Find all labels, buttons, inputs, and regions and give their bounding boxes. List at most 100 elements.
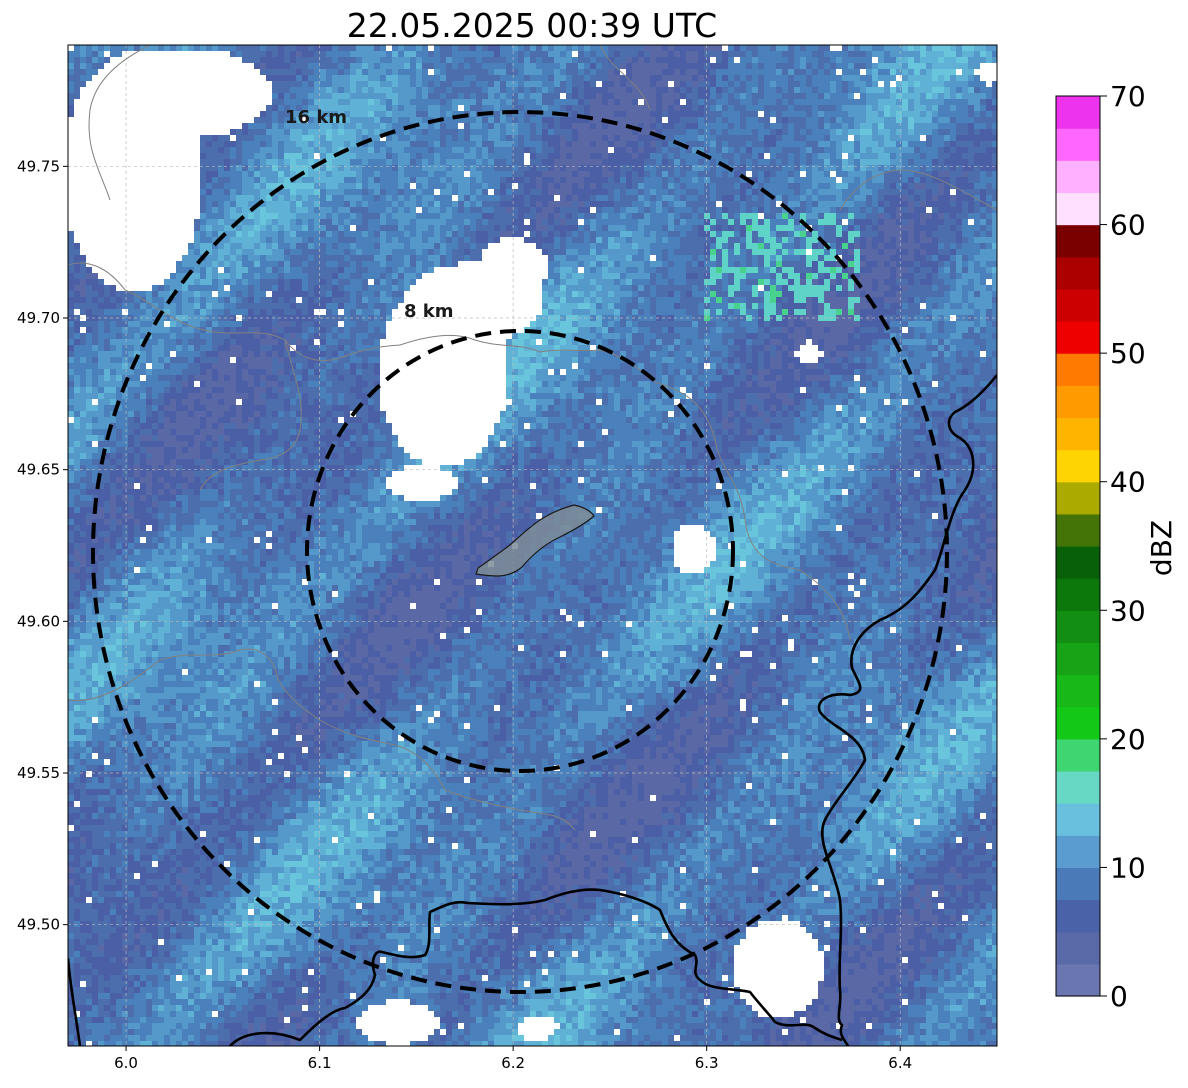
radar-cell — [938, 51, 944, 57]
radar-cell — [800, 237, 806, 243]
radar-cell — [914, 231, 920, 237]
radar-cell — [560, 147, 566, 153]
radar-cell — [764, 45, 770, 51]
radar-cell — [350, 243, 356, 249]
radar-cell — [710, 99, 716, 105]
radar-cell — [818, 207, 824, 213]
radar-cell — [836, 219, 842, 225]
radar-cell — [338, 213, 344, 219]
radar-cell — [974, 93, 980, 99]
radar-cell — [326, 207, 332, 213]
radar-cell — [698, 75, 704, 81]
radar-cell — [560, 51, 566, 57]
radar-cell — [458, 171, 464, 177]
radar-cell — [482, 231, 488, 237]
radar-cell — [932, 123, 938, 129]
radar-cell — [830, 237, 836, 243]
radar-cell — [824, 75, 830, 81]
radar-cell — [296, 183, 302, 189]
radar-cell — [788, 105, 794, 111]
radar-cell — [866, 207, 872, 213]
radar-cell — [962, 93, 968, 99]
radar-cell — [212, 153, 218, 159]
radar-cell — [548, 231, 554, 237]
radar-cell — [392, 147, 398, 153]
radar-cell — [860, 159, 866, 165]
radar-cell — [326, 111, 332, 117]
radar-cell — [884, 129, 890, 135]
radar-cell — [254, 135, 260, 141]
radar-cell — [248, 141, 254, 147]
radar-cell — [368, 189, 374, 195]
radar-cell — [410, 213, 416, 219]
radar-cell — [746, 45, 752, 51]
radar-cell — [794, 99, 800, 105]
radar-cell — [506, 105, 512, 111]
radar-cell — [944, 153, 950, 159]
radar-cell — [794, 225, 800, 231]
radar-cell — [962, 135, 968, 141]
radar-cell — [428, 51, 434, 57]
radar-cell — [848, 237, 854, 243]
radar-cell — [800, 231, 806, 237]
radar-cell — [962, 87, 968, 93]
radar-cell — [848, 261, 854, 267]
radar-cell — [620, 219, 626, 225]
radar-cell — [398, 159, 404, 165]
radar-cell — [698, 177, 704, 183]
radar-cell — [638, 195, 644, 201]
radar-cell — [404, 81, 410, 87]
radar-cell — [950, 45, 956, 51]
radar-cell — [878, 57, 884, 63]
radar-cell — [866, 225, 872, 231]
radar-cell — [476, 201, 482, 207]
radar-cell — [230, 249, 236, 255]
map-area[interactable] — [68, 45, 998, 1047]
radar-cell — [746, 135, 752, 141]
radar-cell — [596, 63, 602, 69]
radar-cell — [794, 243, 800, 249]
radar-cell — [920, 261, 926, 267]
radar-cell — [458, 207, 464, 213]
radar-cell — [716, 243, 722, 249]
radar-cell — [350, 159, 356, 165]
radar-cell — [650, 93, 656, 99]
radar-cell — [458, 75, 464, 81]
radar-cell — [800, 177, 806, 183]
radar-cell — [692, 69, 698, 75]
radar-cell — [440, 135, 446, 141]
radar-cell — [578, 75, 584, 81]
radar-cell — [992, 81, 997, 87]
radar-cell — [584, 117, 590, 123]
radar-cell — [722, 201, 728, 207]
radar-cell — [350, 177, 356, 183]
radar-cell — [950, 93, 956, 99]
radar-cell — [866, 45, 872, 51]
radar-cell — [416, 69, 422, 75]
radar-cell — [974, 195, 980, 201]
radar-cell — [770, 93, 776, 99]
radar-cell — [230, 231, 236, 237]
radar-cell — [392, 255, 398, 261]
radar-cell — [284, 165, 290, 171]
radar-cell — [896, 129, 902, 135]
radar-cell — [950, 177, 956, 183]
radar-cell — [524, 207, 530, 213]
radar-cell — [764, 75, 770, 81]
radar-cell — [542, 123, 548, 129]
radar-cell — [284, 123, 290, 129]
radar-cell — [596, 243, 602, 249]
radar-cell — [590, 189, 596, 195]
radar-cell — [908, 207, 914, 213]
radar-cell — [224, 261, 230, 267]
radar-cell — [524, 201, 530, 207]
radar-cell — [686, 123, 692, 129]
radar-cell — [908, 183, 914, 189]
radar-cell — [962, 99, 968, 105]
radar-cell — [332, 111, 338, 117]
radar-cell — [860, 267, 866, 273]
radar-cell — [902, 111, 908, 117]
radar-cell — [626, 153, 632, 159]
radar-cell — [284, 195, 290, 201]
radar-cell — [812, 117, 818, 123]
